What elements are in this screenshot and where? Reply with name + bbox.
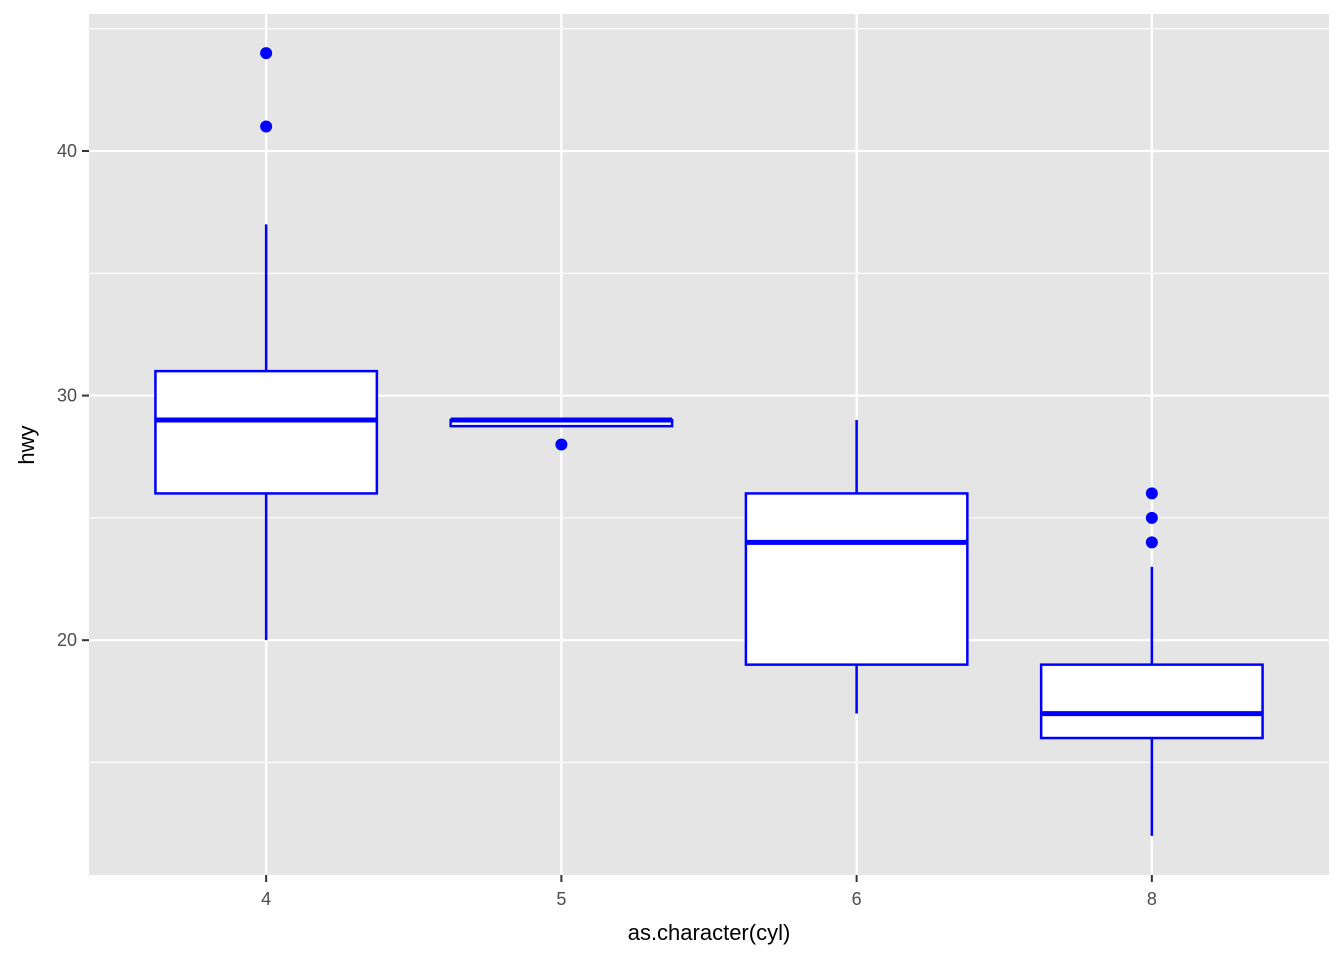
x-tick-label: 8 <box>1147 889 1157 909</box>
x-axis-title: as.character(cyl) <box>628 920 791 945</box>
outlier-point <box>260 120 273 133</box>
y-axis-title: hwy <box>14 425 39 464</box>
x-tick-label: 6 <box>852 889 862 909</box>
outlier-point <box>555 438 568 451</box>
box-6 <box>744 420 969 714</box>
box-8 <box>1039 487 1264 836</box>
x-tick-label: 4 <box>261 889 271 909</box>
box-5 <box>449 417 674 451</box>
outlier-point <box>1145 511 1158 524</box>
outlier-point <box>260 47 273 60</box>
y-tick-label: 20 <box>57 630 77 650</box>
iqr-box <box>154 369 379 495</box>
axes: 20 30 40 4 5 6 8 <box>57 141 1157 909</box>
box-4 <box>154 47 379 641</box>
outlier-point <box>1145 536 1158 549</box>
boxes <box>154 47 1264 836</box>
y-tick-label: 40 <box>57 141 77 161</box>
iqr-box <box>744 492 969 666</box>
iqr-box <box>1039 663 1264 740</box>
x-tick-label: 5 <box>556 889 566 909</box>
y-tick-label: 30 <box>57 386 77 406</box>
outlier-point <box>1145 487 1158 500</box>
minor-gridlines <box>89 28 1329 764</box>
